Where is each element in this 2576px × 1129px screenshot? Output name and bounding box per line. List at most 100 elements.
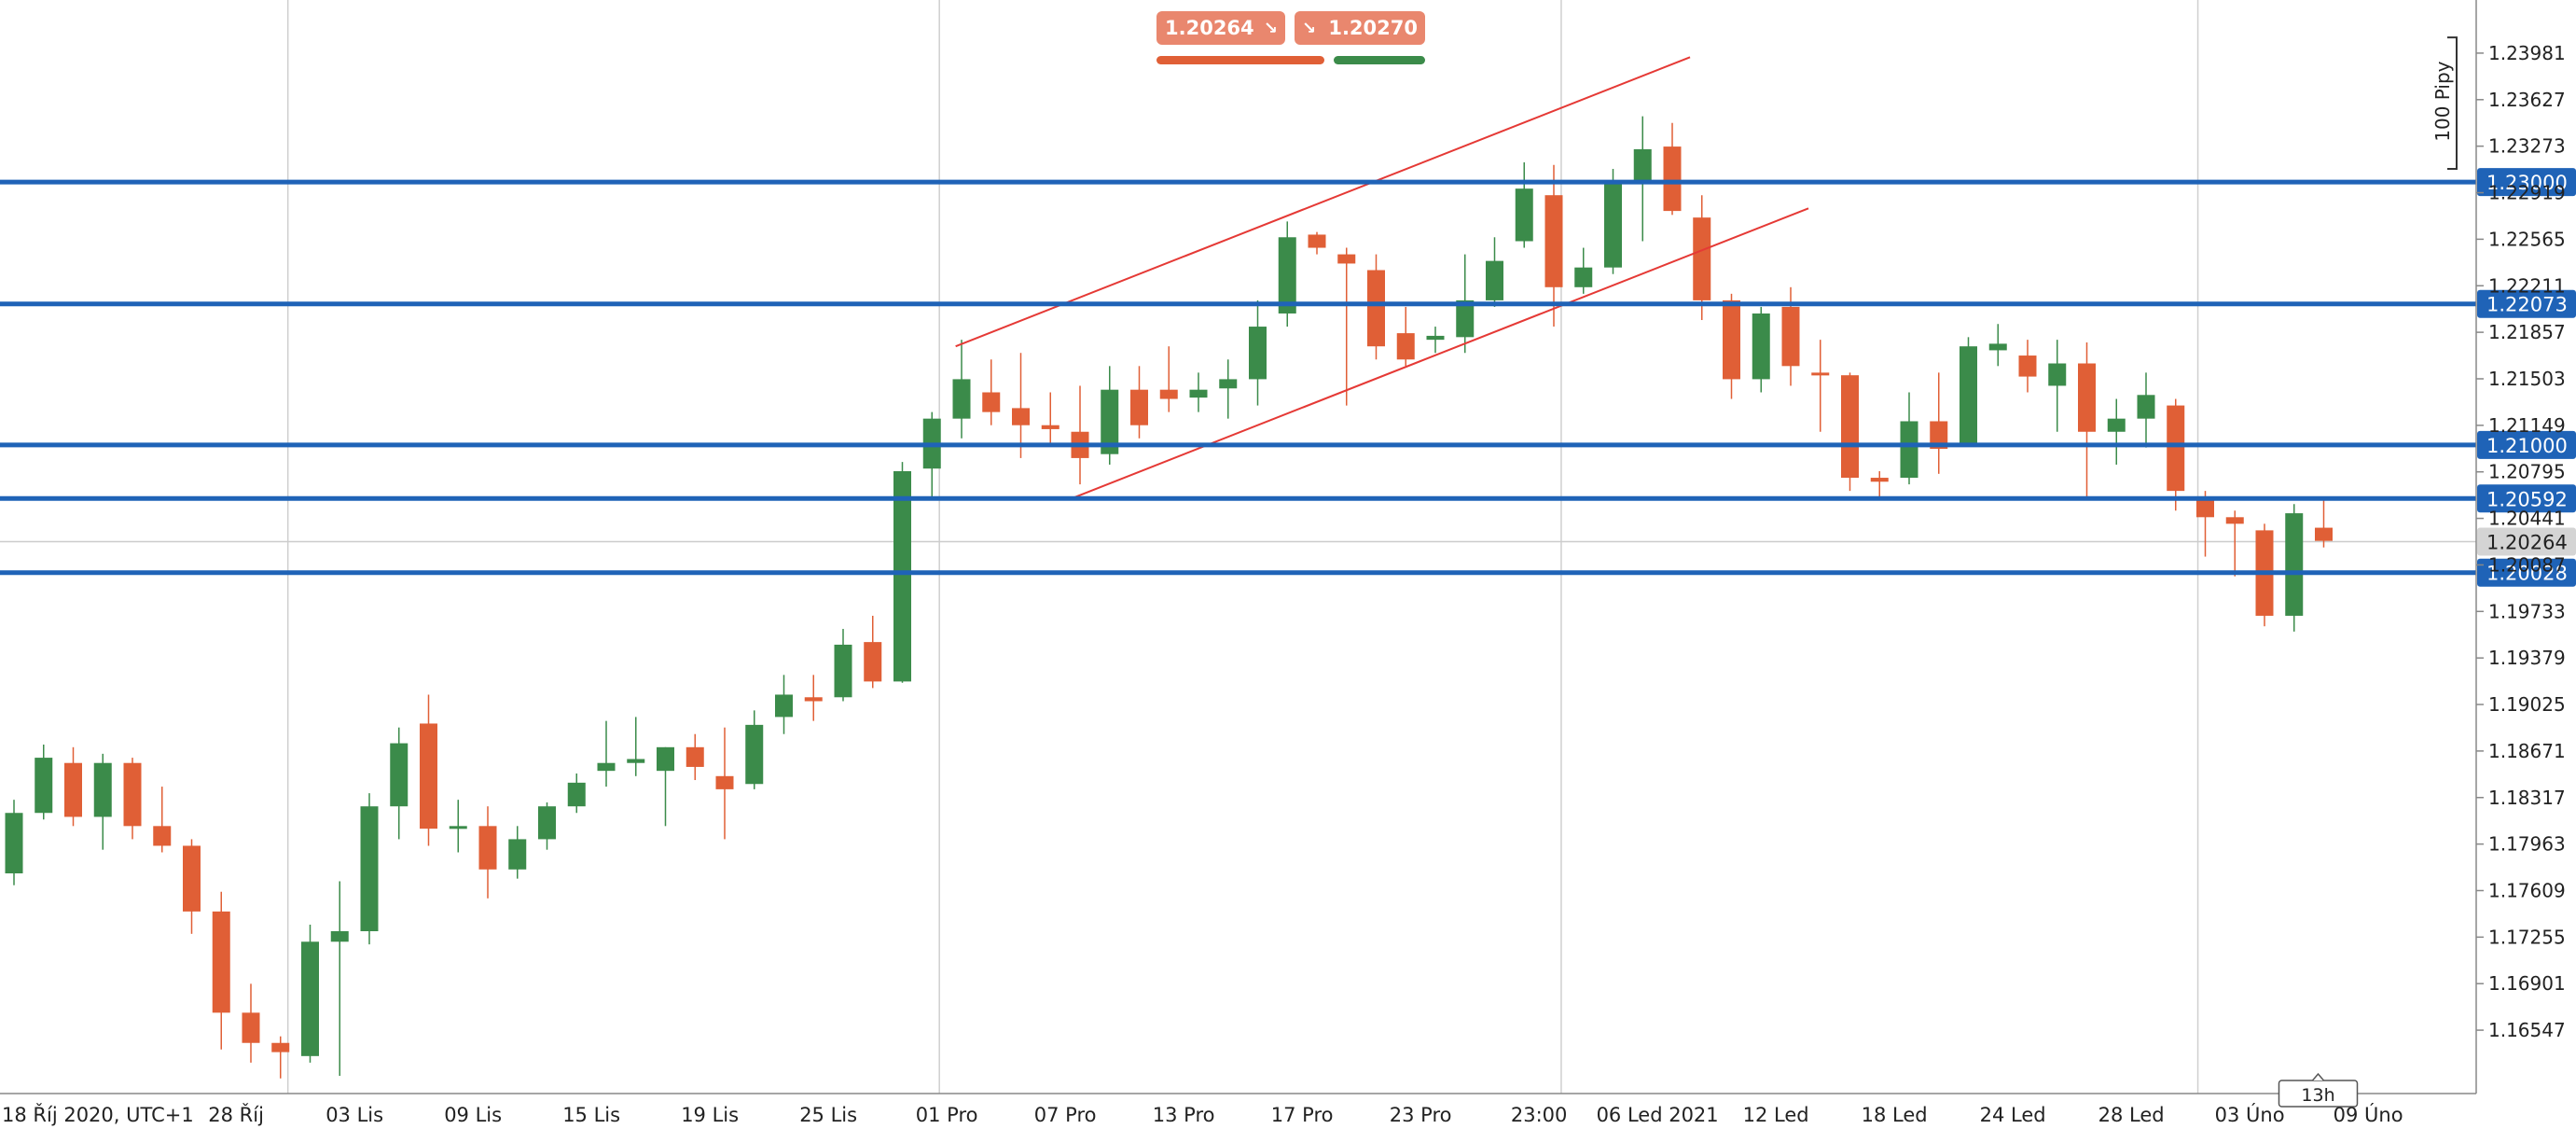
- candle-body[interactable]: [2078, 363, 2096, 432]
- candle-body[interactable]: [301, 941, 319, 1056]
- candle-body[interactable]: [64, 762, 82, 817]
- candle-body[interactable]: [390, 743, 409, 807]
- candle-body[interactable]: [449, 826, 467, 829]
- candle-body[interactable]: [1930, 421, 1948, 450]
- candle-body[interactable]: [804, 697, 823, 702]
- candle-body[interactable]: [1574, 267, 1593, 287]
- price-tick-label: 1.20441: [2488, 508, 2566, 530]
- level-tag: [2477, 289, 2576, 318]
- time-tick-label: 15 Lis: [562, 1104, 620, 1126]
- candle-body[interactable]: [982, 392, 1001, 412]
- candle-body[interactable]: [834, 644, 852, 698]
- candle-body[interactable]: [2285, 513, 2304, 616]
- current-price-tag: [2477, 527, 2576, 556]
- candle-body[interactable]: [2225, 517, 2244, 524]
- time-tick-label: 12 Led: [1743, 1104, 1809, 1126]
- candle-body[interactable]: [153, 826, 172, 846]
- time-tick-label: 03 Lis: [325, 1104, 383, 1126]
- candle-body[interactable]: [893, 471, 911, 682]
- candle-body[interactable]: [1870, 478, 1889, 482]
- candle-body[interactable]: [35, 758, 53, 814]
- candle-body[interactable]: [330, 931, 349, 942]
- candle-body[interactable]: [93, 762, 112, 817]
- candle-body[interactable]: [1693, 217, 1711, 300]
- candle-body[interactable]: [2048, 363, 2067, 386]
- ask-quote-button[interactable]: ↘ 1.20270: [1295, 11, 1425, 45]
- candle-body[interactable]: [2018, 355, 2037, 377]
- candle-body[interactable]: [2137, 395, 2155, 419]
- candle-body[interactable]: [508, 839, 527, 870]
- candle-body[interactable]: [745, 724, 764, 785]
- candle-body[interactable]: [597, 762, 616, 772]
- price-tick-label: 1.20087: [2488, 553, 2566, 576]
- candle-body[interactable]: [1101, 389, 1119, 454]
- candle-body[interactable]: [1308, 234, 1326, 248]
- candle-body[interactable]: [1960, 346, 1977, 445]
- candle-body[interactable]: [123, 762, 142, 827]
- candle-body[interactable]: [1515, 188, 1533, 242]
- time-tick-label: 23:00: [1511, 1104, 1568, 1126]
- candle-body[interactable]: [775, 694, 793, 718]
- candle-body[interactable]: [5, 813, 23, 874]
- candle-body[interactable]: [1130, 389, 1148, 425]
- candle-body[interactable]: [360, 806, 379, 932]
- candle-body[interactable]: [183, 845, 201, 912]
- candle-body[interactable]: [1219, 379, 1238, 389]
- candle-body[interactable]: [2167, 405, 2185, 492]
- candle-body[interactable]: [1012, 408, 1030, 425]
- candle-body[interactable]: [1752, 313, 1770, 380]
- candle-body[interactable]: [1841, 375, 1859, 479]
- candle-body[interactable]: [1278, 237, 1296, 314]
- candle-body[interactable]: [1723, 300, 1740, 380]
- candle-body[interactable]: [2315, 527, 2333, 541]
- candle-body[interactable]: [1900, 421, 1918, 479]
- time-tick-label: 23 Pro: [1390, 1104, 1452, 1126]
- level-tag: [2477, 168, 2576, 197]
- bid-volume-bar: [1156, 56, 1324, 64]
- candle-body[interactable]: [271, 1042, 290, 1052]
- candle-body[interactable]: [478, 826, 497, 870]
- candle-body[interactable]: [952, 379, 971, 419]
- candle-body[interactable]: [567, 782, 586, 807]
- time-tick-label: 19 Lis: [681, 1104, 739, 1126]
- candle-body[interactable]: [1041, 425, 1059, 429]
- candle-body[interactable]: [1633, 148, 1652, 183]
- candle-body[interactable]: [1486, 260, 1503, 300]
- candle-body[interactable]: [1189, 389, 1208, 398]
- candle-body[interactable]: [1811, 372, 1830, 376]
- candle-body[interactable]: [627, 759, 645, 763]
- trend-channel[interactable]: [955, 56, 1809, 499]
- candle-body[interactable]: [1988, 343, 2007, 351]
- candle-body[interactable]: [212, 911, 230, 1013]
- candle-body[interactable]: [686, 746, 704, 767]
- time-tick-label: 01 Pro: [916, 1104, 978, 1126]
- price-axis[interactable]: 1.23981 1.23627 1.23273 1.22919 1.22565 1.222…: [2476, 42, 2566, 1041]
- candle-body[interactable]: [1249, 327, 1267, 380]
- channel-line[interactable]: [1073, 207, 1809, 499]
- candle-body[interactable]: [420, 723, 437, 829]
- candle-body[interactable]: [2107, 418, 2126, 432]
- candle-body[interactable]: [1396, 333, 1415, 360]
- candle-body[interactable]: [864, 642, 882, 682]
- candles[interactable]: [5, 116, 2334, 1079]
- candle-body[interactable]: [242, 1012, 260, 1043]
- candle-body[interactable]: [1544, 195, 1563, 287]
- candle-body[interactable]: [715, 775, 734, 789]
- candle-body[interactable]: [1781, 306, 1800, 367]
- candle-body[interactable]: [1367, 270, 1385, 347]
- time-axis[interactable]: 18 Říj 2020, UTC+1 28 Říj 03 Lis 09 Lis 15 L…: [2, 1103, 2403, 1126]
- price-tick-label: 1.23981: [2488, 42, 2566, 64]
- candle-body[interactable]: [1604, 182, 1622, 268]
- candle-body[interactable]: [1456, 300, 1475, 338]
- horizontal-levels[interactable]: 1.23000 1.22073 1.21000 1.20592 1.20028 1.202…: [0, 168, 2576, 587]
- bid-quote-button[interactable]: 1.20264 ↘: [1156, 11, 1285, 45]
- channel-line[interactable]: [955, 56, 1691, 348]
- candle-body[interactable]: [1159, 389, 1178, 399]
- candle-body[interactable]: [2196, 497, 2214, 518]
- candle-body[interactable]: [1426, 335, 1445, 341]
- candle-body[interactable]: [538, 806, 556, 840]
- candle-body[interactable]: [657, 746, 674, 772]
- candle-body[interactable]: [1337, 254, 1356, 264]
- candle-body[interactable]: [1663, 146, 1682, 212]
